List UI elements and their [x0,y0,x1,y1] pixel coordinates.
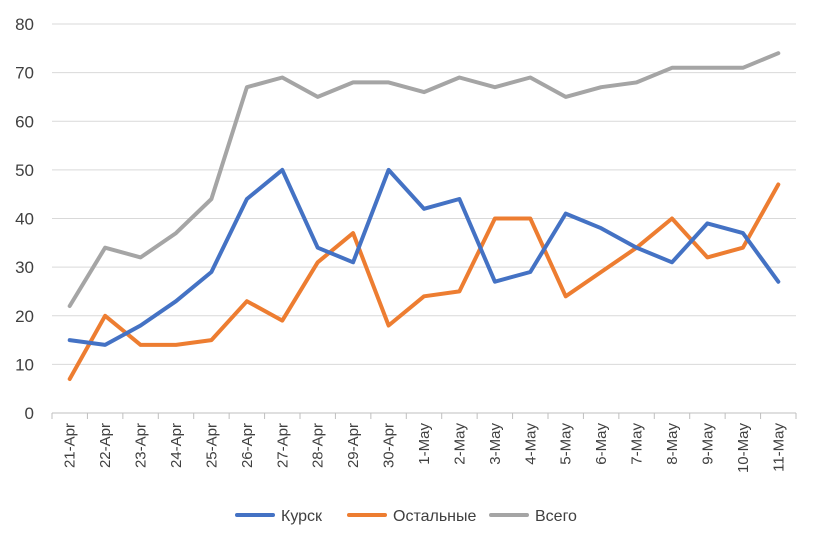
x-tick-label: 6-May [593,423,610,465]
y-tick-label: 50 [15,161,34,180]
x-tick-label: 30-Apr [381,423,398,468]
series-line-Курск [67,167,781,347]
y-tick-label: 70 [15,64,34,83]
x-axis-ticks: 21-Apr 22-Apr 23-Apr 24-Apr 25-Apr 26-Apr 27-A… [62,423,788,474]
y-tick-label: 30 [15,258,34,277]
x-tick-label: 23-Apr [133,423,150,468]
y-tick-label: 40 [15,210,34,229]
series-line-Всего [67,51,781,308]
y-tick-label: 10 [15,355,34,374]
x-tick-label: 29-Apr [345,423,362,468]
x-axis [51,412,797,419]
x-tick-label: 8-May [664,423,681,465]
x-tick-label: 2-May [451,423,468,465]
x-tick-label: 25-Apr [203,423,220,468]
x-tick-label: 7-May [629,423,646,465]
y-tick-label: 80 [15,15,34,34]
x-tick-label: 24-Apr [168,423,185,468]
legend-label: Курск [281,508,323,525]
gridlines [52,23,796,365]
x-tick-label: 28-Apr [310,423,327,468]
x-tick-label: 22-Apr [97,423,114,468]
x-tick-label: 26-Apr [239,423,256,468]
x-tick-label: 21-Apr [62,423,79,468]
x-tick-label: 11-May [770,423,787,472]
y-tick-label: 60 [15,112,34,131]
y-axis-ticks: 0 10 20 30 40 50 60 70 80 [15,15,34,423]
y-tick-label: 0 [25,404,34,423]
x-tick-label: 9-May [699,423,716,465]
x-tick-label: 5-May [558,423,575,465]
y-tick-label: 20 [15,307,34,326]
x-tick-label: 27-Apr [274,423,291,468]
series-lines [67,51,781,381]
legend-label: Всего [535,508,577,525]
x-tick-label: 4-May [522,423,539,465]
legend-label: Остальные [393,508,477,525]
x-tick-label: 1-May [416,423,433,465]
legend: Курск Остальные Всего [235,508,577,525]
x-tick-label: 10-May [735,423,752,474]
x-tick-label: 3-May [487,423,504,465]
series-line-Остальные [67,182,781,381]
